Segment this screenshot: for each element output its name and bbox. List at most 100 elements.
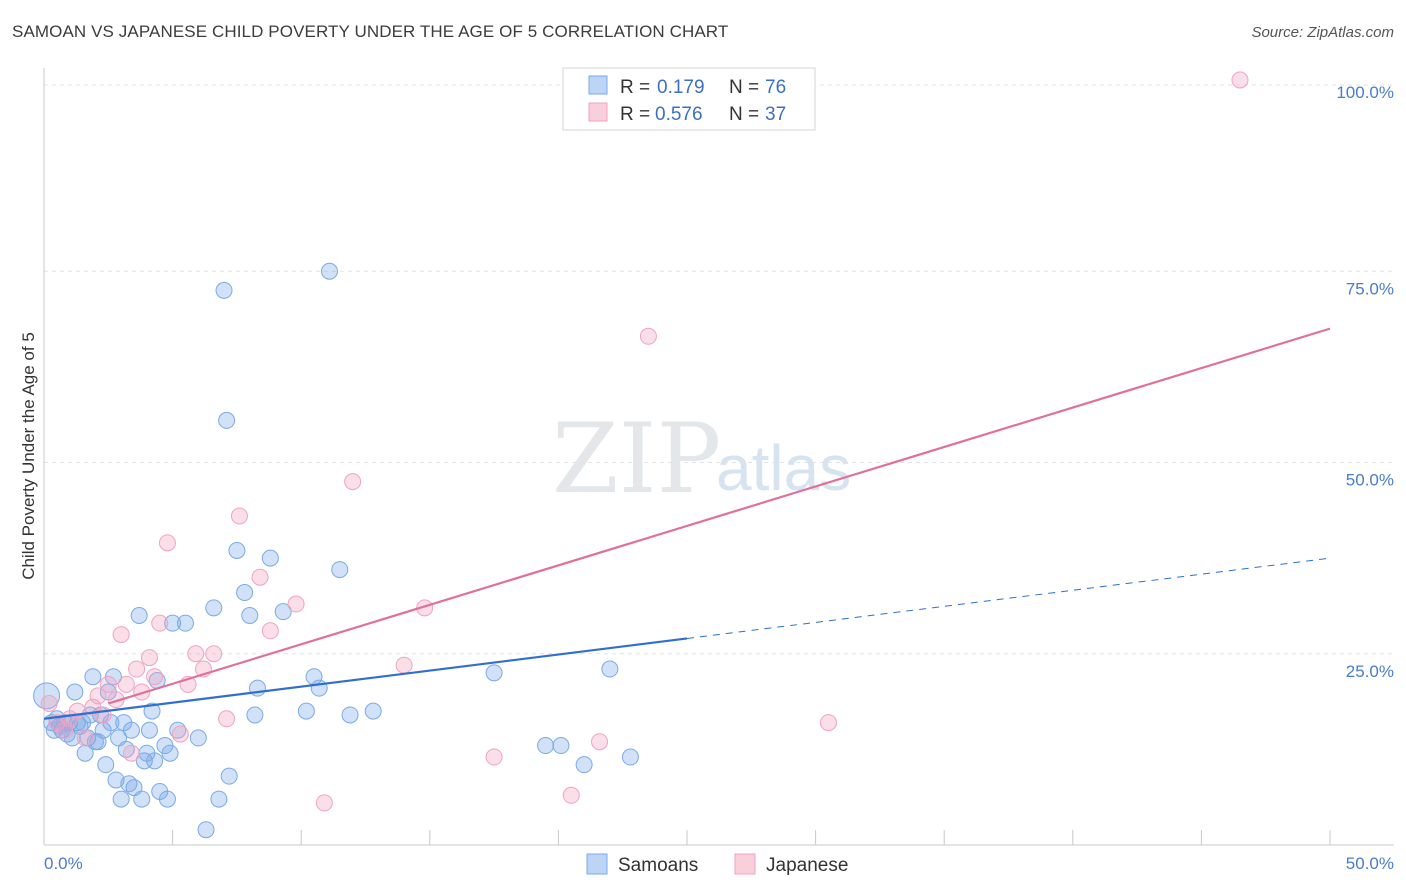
point-samoans-52 [210, 790, 228, 808]
point-samoans-56 [228, 541, 246, 559]
point-japanese-37 [639, 327, 657, 345]
bottom-legend-label-japanese: Japanese [766, 855, 848, 876]
point-japanese-39 [1231, 71, 1249, 89]
trend-line-samoans [43, 637, 688, 720]
trend-lines [43, 327, 1331, 720]
bottom-legend-swatch-japanese [734, 853, 756, 875]
y-tick-label-100: 100.0% [1336, 83, 1394, 102]
bottom-legend: Samoans Japanese [586, 853, 848, 876]
point-japanese-26 [230, 507, 248, 525]
point-samoans-63 [297, 702, 315, 720]
point-samoans-74 [601, 660, 619, 678]
point-japanese-24 [205, 645, 223, 663]
point-japanese-25 [218, 710, 236, 728]
point-japanese-13 [122, 744, 140, 762]
y-axis-label: Child Poverty Under the Age of 5 [19, 332, 38, 580]
point-japanese-30 [315, 794, 333, 812]
tick-labels: 25.0% 50.0% 75.0% 100.0% 0.0% 50.0% [44, 83, 1394, 873]
legend: R = 0.179 N = 76 R = 0.576 N = 37 [562, 67, 816, 131]
point-samoans-71 [537, 737, 555, 755]
point-japanese-36 [591, 733, 609, 751]
watermark: ZIP atlas [552, 403, 851, 515]
point-samoans-32 [122, 721, 140, 739]
point-samoans-35 [133, 790, 151, 808]
watermark-zip: ZIP [552, 403, 721, 515]
point-japanese-7 [89, 687, 107, 705]
legend-n-label-samoans: N = [729, 77, 759, 98]
point-japanese-35 [562, 786, 580, 804]
point-samoans-55 [220, 767, 238, 785]
point-samoans-46 [164, 614, 182, 632]
point-japanese-28 [261, 622, 279, 640]
point-japanese-20 [171, 725, 189, 743]
point-japanese-16 [140, 649, 158, 667]
watermark-atlas: atlas [716, 432, 851, 504]
legend-r-label-japanese: R = [620, 104, 650, 125]
legend-r-value-samoans: 0.179 [657, 77, 705, 98]
point-japanese-34 [485, 748, 503, 766]
point-samoans-50 [197, 821, 215, 839]
point-samoans-54 [218, 411, 236, 429]
point-samoans-34 [130, 607, 148, 624]
point-samoans-58 [241, 607, 259, 624]
point-japanese-19 [158, 534, 176, 552]
trend-line-japanese [107, 327, 1331, 705]
point-japanese-8 [94, 706, 112, 724]
point-samoans-68 [341, 706, 359, 724]
point-samoans-53 [215, 281, 233, 299]
point-japanese-11 [112, 626, 130, 644]
legend-n-value-japanese: 37 [765, 104, 786, 125]
grid-lines [44, 84, 1394, 655]
point-samoans-39 [143, 702, 161, 720]
point-japanese-4 [68, 702, 86, 720]
point-japanese-12 [117, 675, 135, 693]
point-japanese-0 [40, 694, 58, 712]
point-samoans-28 [112, 790, 130, 808]
point-samoans-10 [66, 683, 84, 701]
point-japanese-14 [128, 660, 146, 678]
y-tick-label-50: 50.0% [1346, 471, 1394, 490]
point-samoans-61 [261, 549, 279, 567]
point-japanese-32 [395, 656, 413, 674]
bottom-legend-label-samoans: Samoans [618, 855, 698, 876]
point-samoans-22 [97, 756, 115, 774]
legend-swatch-samoans [588, 75, 608, 95]
trend-line-samoans-extension [686, 557, 1331, 639]
point-samoans-57 [236, 584, 254, 602]
point-japanese-9 [99, 675, 117, 693]
point-samoans-49 [189, 729, 207, 747]
point-samoans-65 [310, 679, 328, 697]
bottom-legend-swatch-samoans [586, 853, 608, 875]
point-japanese-17 [146, 668, 164, 686]
point-samoans-48 [176, 614, 194, 632]
point-japanese-31 [344, 473, 362, 491]
y-tick-label-75: 75.0% [1346, 279, 1394, 298]
legend-n-label-japanese: N = [729, 104, 759, 125]
point-japanese-5 [76, 729, 94, 747]
point-japanese-15 [133, 683, 151, 701]
y-tick-label-25: 25.0% [1346, 662, 1394, 681]
point-samoans-59 [246, 706, 264, 724]
point-samoans-69 [364, 702, 382, 720]
point-samoans-17 [84, 668, 102, 686]
point-samoans-67 [331, 561, 349, 579]
point-samoans-45 [161, 744, 179, 762]
point-samoans-73 [575, 756, 593, 774]
legend-r-label-samoans: R = [620, 77, 650, 98]
point-samoans-70 [485, 664, 503, 682]
point-samoans-72 [552, 737, 570, 755]
legend-r-value-japanese: 0.576 [655, 104, 703, 125]
chart-title: SAMOAN VS JAPANESE CHILD POVERTY UNDER T… [12, 22, 729, 41]
point-japanese-38 [819, 714, 837, 732]
point-samoans-66 [320, 262, 338, 280]
legend-swatch-japanese [588, 102, 608, 122]
point-samoans-40 [146, 752, 164, 770]
x-tick-label-50: 50.0% [1346, 854, 1394, 873]
point-japanese-29 [287, 595, 305, 613]
point-japanese-22 [187, 645, 205, 663]
point-samoans-38 [140, 721, 158, 739]
x-tick-label-0: 0.0% [44, 854, 83, 873]
point-japanese-27 [251, 568, 269, 586]
x-axis-ticks [172, 830, 1331, 845]
